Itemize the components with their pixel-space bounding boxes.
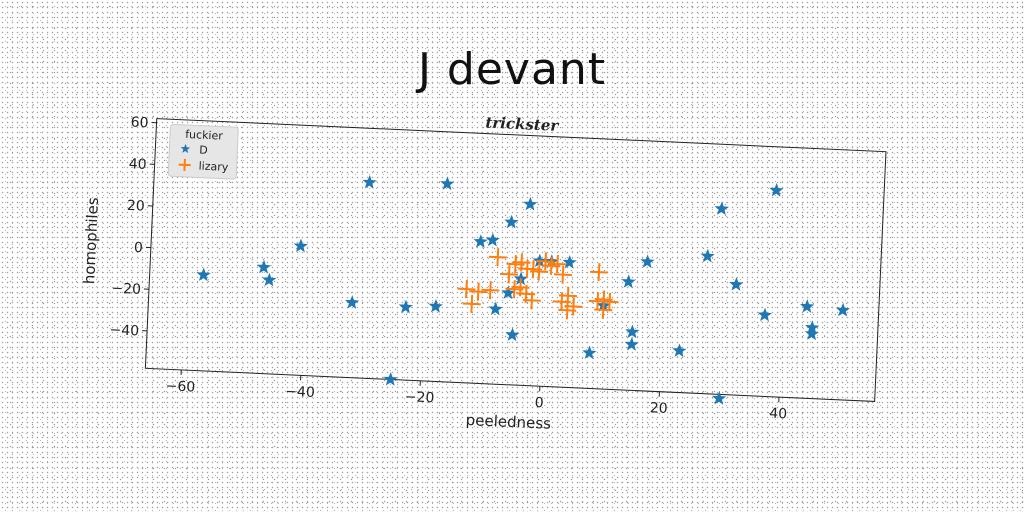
star-point [362, 174, 377, 189]
star-point [345, 295, 360, 309]
legend-title: fuckier [185, 128, 224, 143]
chart-title: J devant [417, 44, 607, 95]
y-tick-label: −20 [111, 281, 141, 298]
star-point [672, 343, 687, 358]
star-point [293, 238, 308, 253]
x-axis-label: peeledness [465, 411, 551, 433]
plus-point [589, 263, 609, 282]
star-point [625, 324, 640, 339]
star-point [398, 299, 413, 314]
star-point [501, 285, 516, 300]
plus-point [564, 297, 583, 316]
star-point [262, 272, 277, 287]
plus-point [522, 291, 541, 310]
star-point [582, 345, 597, 360]
y-tick-label: −40 [109, 322, 139, 339]
series-lizary [457, 248, 619, 320]
star-point [505, 327, 520, 342]
star-point [523, 196, 538, 211]
y-tick-label: 20 [127, 198, 146, 215]
plus-point [542, 256, 561, 275]
star-point [757, 307, 772, 322]
star-point [804, 326, 820, 341]
star-point [256, 259, 272, 274]
y-axis-label: homophiles [80, 197, 102, 285]
star-point [769, 183, 784, 197]
legend-label: lizary [198, 160, 229, 174]
plus-point [530, 262, 549, 281]
star-point [835, 302, 851, 317]
star-point [504, 214, 519, 229]
plus-point [457, 280, 476, 299]
x-tick-label: −60 [165, 378, 195, 395]
y-tick-label: 40 [128, 156, 147, 173]
x-tick-label: 0 [534, 395, 544, 411]
plus-point [500, 265, 519, 284]
plot-area [144, 118, 887, 402]
star-point [800, 299, 815, 313]
x-tick-label: 20 [649, 400, 668, 417]
plus-point [469, 282, 488, 301]
star-point [624, 337, 639, 351]
legend-marker-lizary [178, 158, 191, 171]
star-point [700, 248, 715, 263]
plus-point [558, 286, 578, 305]
plus-point [462, 294, 481, 313]
star-point [640, 254, 655, 269]
star-point [621, 274, 636, 289]
star-point [488, 301, 503, 316]
plus-point [600, 292, 619, 311]
y-tick-label: 0 [134, 240, 144, 256]
star-point [729, 277, 744, 291]
star-point [428, 298, 443, 313]
x-tick-label: 40 [769, 406, 788, 423]
plus-point [488, 248, 507, 267]
y-tick-label: 60 [130, 115, 149, 132]
star-point [473, 234, 488, 248]
plus-point [553, 265, 572, 284]
star-point [562, 254, 577, 269]
star-point [440, 176, 455, 191]
plus-point [481, 281, 500, 300]
star-point [712, 391, 727, 405]
series-d [196, 174, 851, 405]
x-tick-label: −20 [404, 389, 434, 406]
chart-subtitle: trickster [485, 114, 560, 135]
star-point [383, 371, 398, 386]
legend-marker-d [180, 143, 191, 154]
star-point [485, 232, 500, 247]
legend-label: D [199, 144, 208, 157]
star-point [714, 201, 729, 216]
x-tick-label: −40 [285, 384, 315, 401]
star-point [196, 267, 211, 282]
